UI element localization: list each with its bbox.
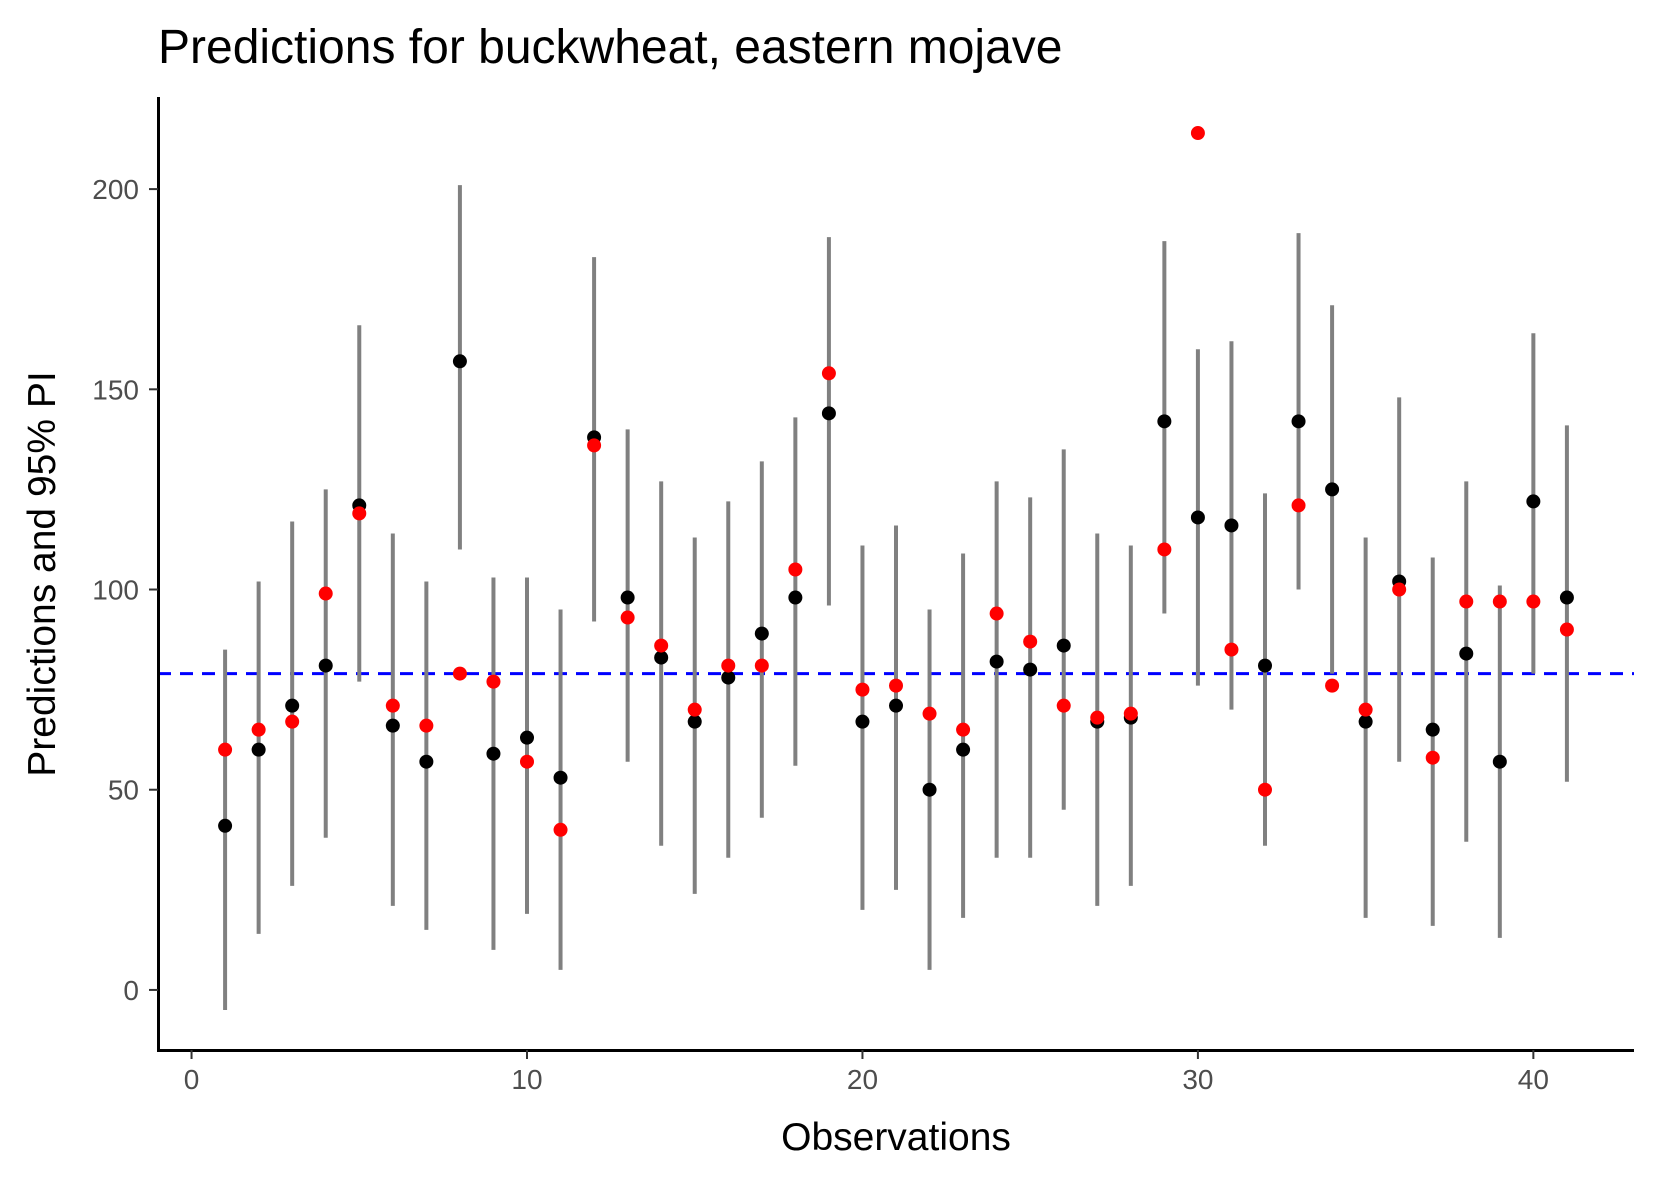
observed-point (721, 658, 736, 673)
prediction-point (1023, 662, 1038, 677)
prediction-point (285, 698, 300, 713)
y-tick-label: 100 (92, 575, 139, 606)
observed-point (1358, 702, 1373, 717)
prediction-point (821, 406, 836, 421)
observed-point (788, 562, 803, 577)
prediction-point (1425, 722, 1440, 737)
prediction-point (419, 754, 434, 769)
prediction-point (385, 718, 400, 733)
observed-point (620, 610, 635, 625)
prediction-point (318, 658, 333, 673)
observed-point (654, 638, 669, 653)
prediction-point (922, 782, 937, 797)
observed-point (1056, 698, 1071, 713)
observed-point (1559, 622, 1574, 637)
observed-point (1157, 542, 1172, 557)
prediction-point (1526, 494, 1541, 509)
prediction-point (654, 650, 669, 665)
observed-point (1492, 594, 1507, 609)
observed-point (1023, 634, 1038, 649)
prediction-point (855, 714, 870, 729)
x-axis-title: Observations (781, 1116, 1011, 1159)
prediction-point (620, 590, 635, 605)
prediction-point (989, 654, 1004, 669)
observed-point (855, 682, 870, 697)
observed-point (318, 586, 333, 601)
observed-point (1123, 706, 1138, 721)
observed-point (1425, 750, 1440, 765)
observed-point (553, 822, 568, 837)
observed-point (419, 718, 434, 733)
prediction-point (687, 714, 702, 729)
observed-point (989, 606, 1004, 621)
plot-area (158, 126, 1634, 1010)
prediction-point (553, 770, 568, 785)
prediction-point (520, 730, 534, 745)
observed-point (1291, 498, 1306, 513)
axis-ticks: 0 10 20 30 40 0 50 100 150 200 (92, 174, 1549, 1095)
y-tick-label: 0 (123, 975, 139, 1006)
observed-point (285, 714, 300, 729)
prediction-point (1358, 714, 1373, 729)
observed-point (251, 722, 266, 737)
prediction-point (1190, 510, 1205, 525)
prediction-point (754, 626, 769, 641)
observed-point (1258, 782, 1272, 797)
x-tick-label: 30 (1182, 1064, 1213, 1095)
observed-point (218, 742, 233, 757)
observed-point (452, 666, 467, 681)
observed-point (754, 658, 769, 673)
x-tick-label: 0 (184, 1064, 200, 1095)
prediction-point (889, 698, 903, 713)
observed-point (922, 706, 937, 721)
prediction-point (218, 818, 233, 833)
prediction-point (1291, 414, 1306, 429)
observed-point (1090, 710, 1105, 725)
prediction-point (1056, 638, 1071, 653)
chart-title: Predictions for buckwheat, eastern mojav… (158, 21, 1062, 74)
observed-point (486, 674, 501, 689)
observed-point (1224, 642, 1239, 657)
prediction-point (452, 354, 467, 369)
observed-point (889, 678, 903, 693)
observed-point (385, 698, 400, 713)
observed-point (687, 702, 702, 717)
observed-point (821, 366, 836, 381)
observed-point (1325, 678, 1340, 693)
observed-point (1392, 582, 1407, 597)
x-tick-label: 40 (1518, 1064, 1549, 1095)
prediction-point (721, 670, 736, 685)
prediction-point (1224, 518, 1239, 533)
x-tick-label: 10 (511, 1064, 542, 1095)
x-tick-label: 20 (847, 1064, 878, 1095)
observed-point (956, 722, 971, 737)
prediction-point (486, 746, 501, 761)
prediction-point (1492, 754, 1507, 769)
prediction-point (788, 590, 803, 605)
prediction-point (1258, 658, 1272, 673)
prediction-point (1559, 590, 1574, 605)
observed-point (1459, 594, 1474, 609)
observed-point (587, 438, 602, 453)
observed-point (520, 754, 534, 769)
prediction-point (251, 742, 266, 757)
prediction-point (1459, 646, 1474, 661)
observed-point (352, 506, 367, 521)
prediction-point (1157, 414, 1172, 429)
y-axis-title: Predictions and 95% PI (21, 371, 64, 776)
prediction-point (956, 742, 971, 757)
prediction-point (1325, 482, 1340, 497)
observed-point (1190, 126, 1205, 141)
y-tick-label: 150 (92, 374, 139, 405)
y-tick-label: 50 (108, 775, 139, 806)
y-tick-label: 200 (92, 174, 139, 205)
observed-point (1526, 594, 1541, 609)
